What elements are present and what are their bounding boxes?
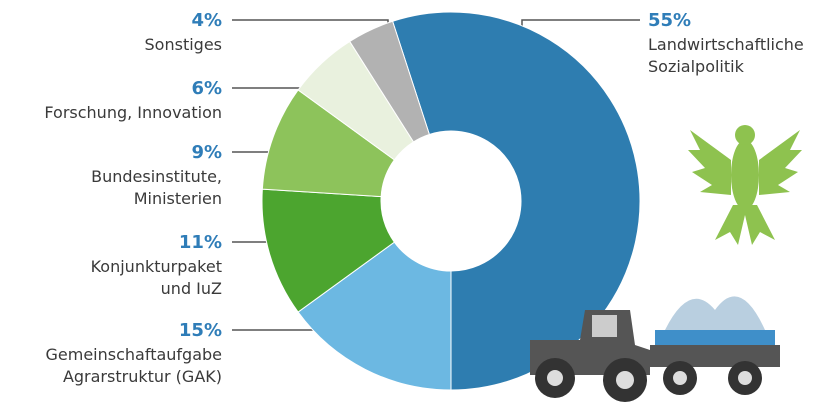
- labels: 55% Landwirtschaftliche Sozialpolitik 15% Ge…: [44, 10, 803, 386]
- percent-label: 55%: [648, 10, 691, 31]
- category-label: Konjunkturpaket und IuZ: [91, 257, 222, 298]
- eagle-icon: [688, 125, 802, 245]
- category-label: Sonstiges: [145, 35, 222, 54]
- category-label: Landwirtschaftliche Sozialpolitik: [648, 35, 804, 76]
- percent-label: 15%: [179, 320, 222, 341]
- donut: [261, 11, 641, 391]
- category-label: Gemeinschaftaufgabe Agrarstruktur (GAK): [46, 345, 223, 386]
- donut-slice: [297, 241, 452, 391]
- percent-label: 9%: [191, 142, 222, 163]
- category-label: Bundesinstitute, Ministerien: [91, 167, 222, 208]
- donut-slice: [261, 188, 396, 313]
- percent-label: 11%: [179, 232, 222, 253]
- percent-label: 6%: [191, 78, 222, 99]
- donut-slice: [349, 20, 430, 143]
- percent-label: 4%: [191, 10, 222, 31]
- tractor-icon: [530, 296, 780, 402]
- category-label: Forschung, Innovation: [44, 103, 222, 122]
